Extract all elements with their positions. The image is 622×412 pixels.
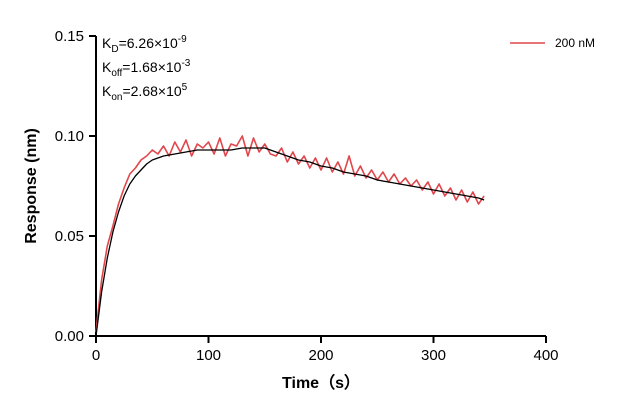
- kinetic-constant: Koff=1.68×10-3: [102, 58, 191, 79]
- kinetic-constants: KD=6.26×10-9 Koff=1.68×10-3 Kon=2.68×105: [102, 34, 191, 103]
- x-tick-label: 300: [421, 347, 446, 364]
- series-layer: [95, 135, 485, 337]
- x-tick-label: 200: [308, 347, 333, 364]
- x-tick-label: 0: [92, 347, 100, 364]
- kinetic-constant: KD=6.26×10-9: [102, 34, 187, 55]
- y-tick-label: 0.05: [55, 228, 84, 245]
- legend: 200 nM: [510, 36, 595, 50]
- x-tick-label: 100: [196, 347, 221, 364]
- ticks: 0 100 200 300 400 0.00 0.05 0.10 0.15: [55, 28, 559, 364]
- y-tick-label: 0.00: [55, 328, 84, 345]
- y-tick-label: 0.10: [55, 128, 84, 145]
- legend-label: 200 nM: [555, 36, 595, 50]
- series-line-200nm: [95, 135, 485, 333]
- kinetic-constant: Kon=2.68×105: [102, 82, 188, 103]
- y-tick-label: 0.15: [55, 28, 84, 45]
- axes: [95, 36, 546, 337]
- x-axis-title: Time（s）: [282, 374, 360, 392]
- x-tick-label: 400: [533, 347, 558, 364]
- y-axis-title: Response (nm): [23, 128, 40, 244]
- fit-curve: [95, 147, 485, 337]
